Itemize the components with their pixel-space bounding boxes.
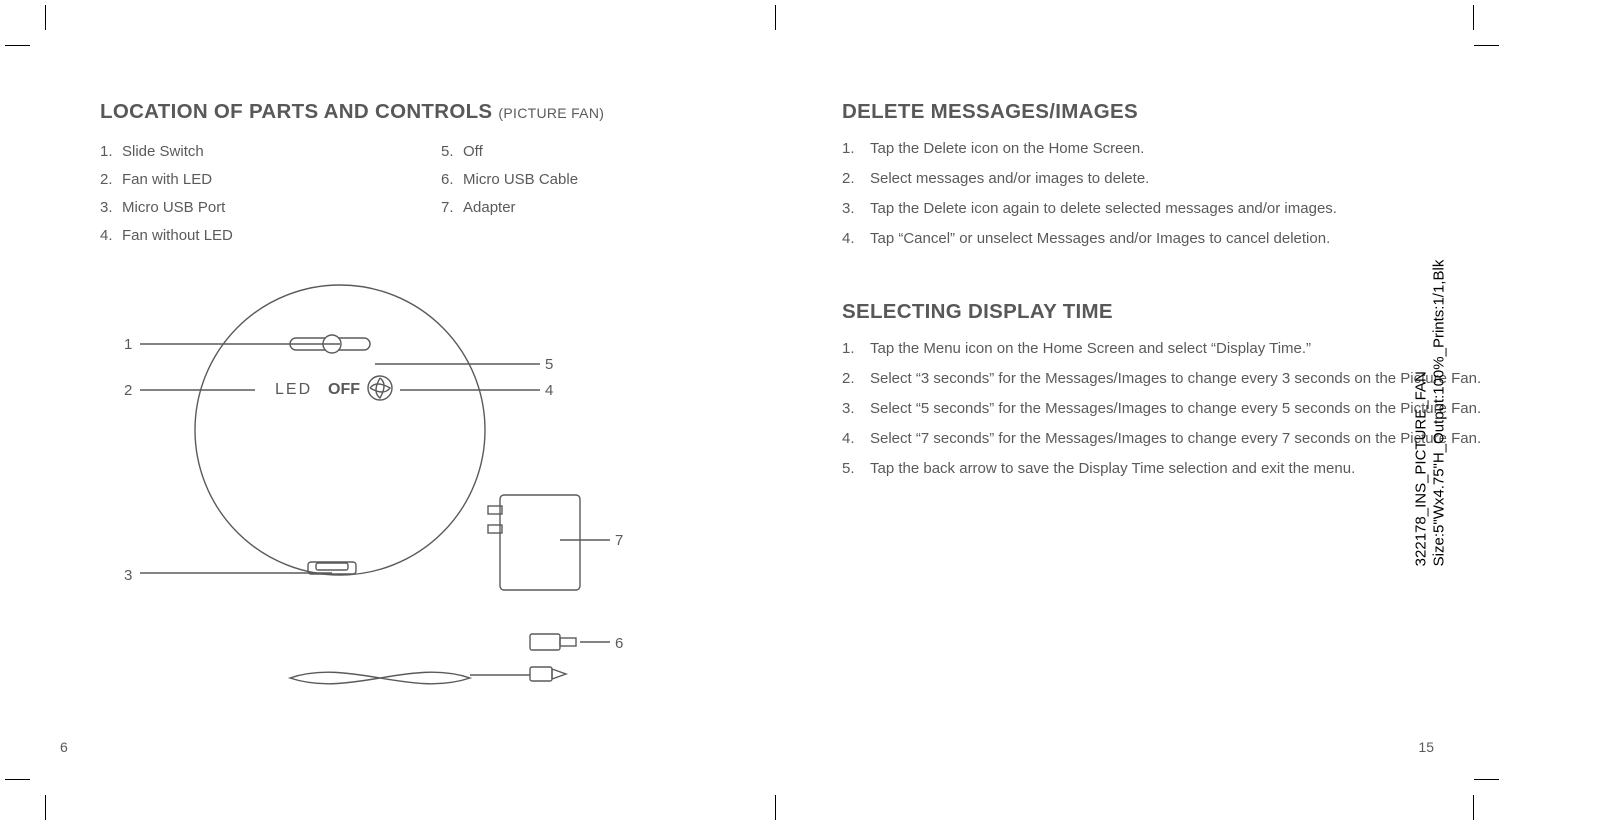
- left-page: LOCATION OF PARTS AND CONTROLS (PICTURE …: [0, 0, 802, 825]
- delete-steps: Tap the Delete icon on the Home Screen. S…: [842, 138, 1524, 250]
- parts-list-item: Adapter: [441, 194, 742, 222]
- parts-list-item: Fan without LED: [100, 222, 401, 250]
- parts-list-item: Off: [441, 138, 742, 166]
- left-heading-sub: (PICTURE FAN): [498, 105, 604, 121]
- parts-list-item: Micro USB Cable: [441, 166, 742, 194]
- page-number-right: 15: [1418, 739, 1434, 755]
- parts-list-item: Slide Switch: [100, 138, 401, 166]
- left-heading-main: LOCATION OF PARTS AND CONTROLS: [100, 100, 492, 123]
- left-heading: LOCATION OF PARTS AND CONTROLS (PICTURE …: [100, 100, 742, 124]
- callout-number: 4: [545, 382, 553, 399]
- callout-number: 6: [615, 635, 623, 652]
- diagram-svg: LED OFF: [100, 270, 660, 710]
- parts-list-item: Fan with LED: [100, 166, 401, 194]
- callout-number: 5: [545, 356, 553, 373]
- delete-heading: DELETE MESSAGES/IMAGES: [842, 100, 1524, 124]
- callout-number: 2: [124, 382, 132, 399]
- page-spread: LOCATION OF PARTS AND CONTROLS (PICTURE …: [0, 0, 1604, 825]
- print-spec-line1: 322178_INS_PICTURE_FAN: [1413, 371, 1430, 566]
- parts-diagram: LED OFF 1 2 3 4 5 6 7: [100, 270, 660, 710]
- diagram-led-label: LED: [275, 381, 312, 398]
- page-number-left: 6: [60, 739, 68, 755]
- step-item: Tap the Delete icon on the Home Screen.: [842, 138, 1524, 160]
- print-spec-label: 322178_INS_PICTURE_FAN Size:5"Wx4.75"H_O…: [1413, 259, 1449, 566]
- callout-number: 1: [124, 336, 132, 353]
- diagram-off-label: OFF: [328, 381, 360, 398]
- callout-number: 7: [615, 532, 623, 549]
- parts-list-item: Micro USB Port: [100, 194, 401, 222]
- step-item: Select messages and/or images to delete.: [842, 168, 1524, 190]
- callout-number: 3: [124, 567, 132, 584]
- right-page: DELETE MESSAGES/IMAGES Tap the Delete ic…: [802, 0, 1604, 825]
- print-spec-line2: Size:5"Wx4.75"H_Output:100%_Prints:1/1,B…: [1431, 259, 1448, 566]
- step-item: Tap the Delete icon again to delete sele…: [842, 198, 1524, 220]
- parts-list: Slide SwitchFan with LEDMicro USB PortFa…: [100, 138, 742, 250]
- step-item: Tap “Cancel” or unselect Messages and/or…: [842, 228, 1524, 250]
